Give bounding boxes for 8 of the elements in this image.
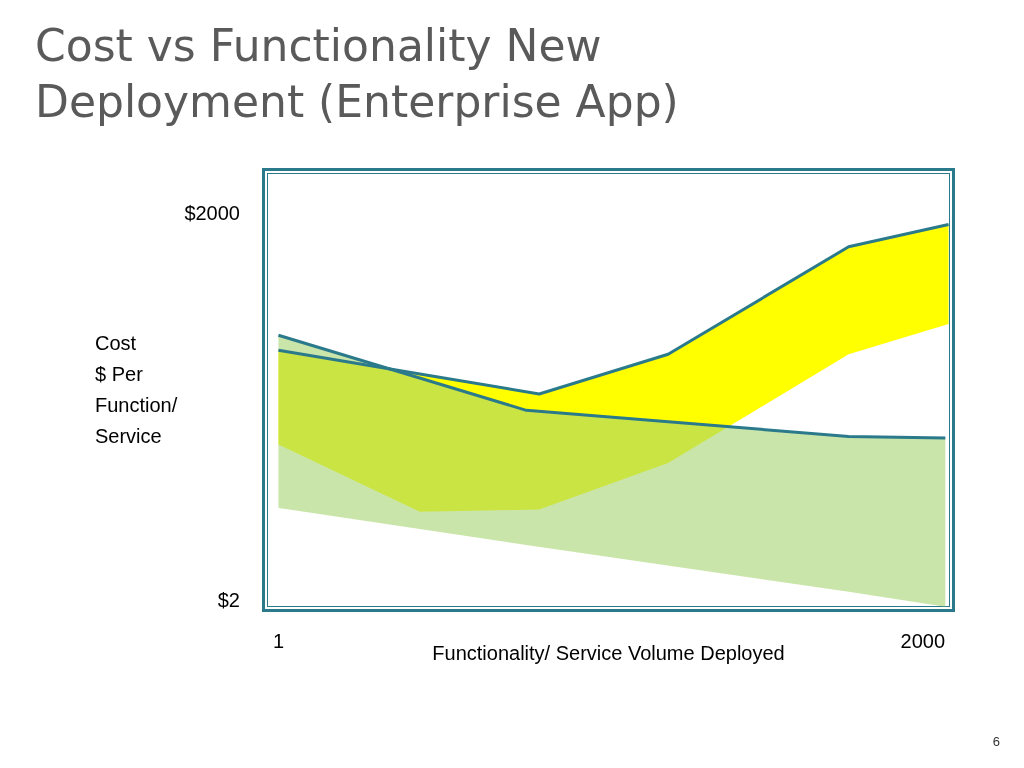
y-axis-title: Cost $ Per Function/ Service [95, 331, 178, 449]
y-tick-label: $2000 [184, 202, 240, 225]
y-tick-label: $2 [217, 588, 240, 611]
x-axis-title: Functionality/ Service Volume Deployed [432, 642, 785, 664]
x-tick-label: 1 [272, 630, 284, 653]
text: 6 [992, 734, 1000, 749]
x-tick-label: 2000 [900, 630, 946, 653]
chart-title: Cost vs Functionality New Deployment (Enterprise App) [35, 19, 680, 129]
